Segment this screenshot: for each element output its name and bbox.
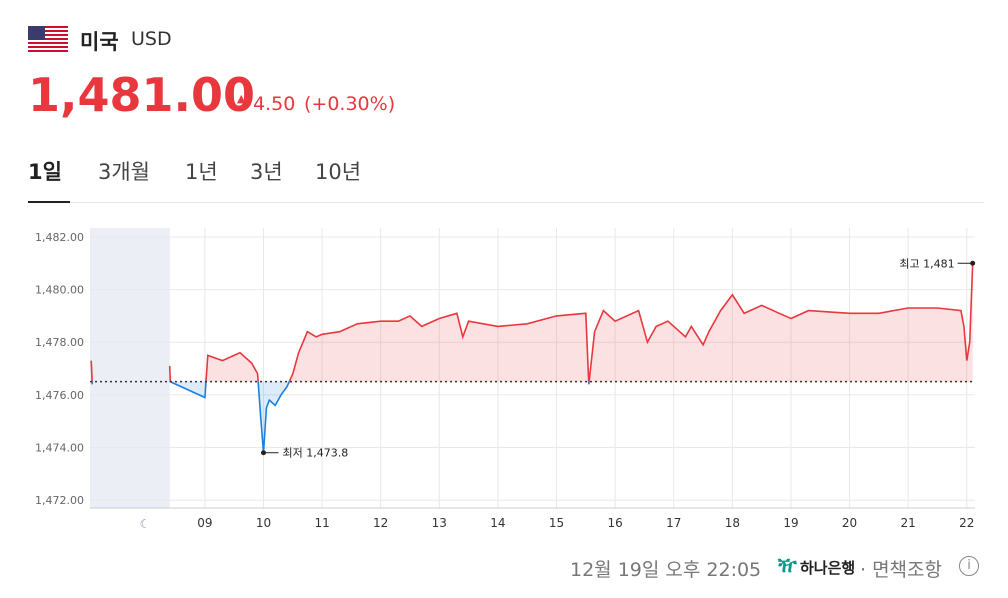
change: 4.50 (253, 93, 296, 115)
change-pct: (+0.30%) (304, 93, 396, 115)
tab[interactable]: 10년 (315, 160, 362, 184)
y-tick-label: 1,480.00 (35, 284, 84, 297)
tab[interactable]: 1년 (185, 160, 218, 184)
bank-logo: ዥ (778, 553, 797, 577)
country: 미국 (80, 30, 119, 54)
info-icon[interactable]: i (959, 556, 979, 576)
x-tick-label: 16 (607, 516, 622, 530)
disclaimer[interactable]: · 면책조항 (860, 559, 942, 581)
us-flag (28, 26, 68, 52)
x-tick-label: 11 (314, 516, 329, 530)
y-tick-label: 1,482.00 (35, 231, 84, 244)
line (90, 263, 974, 382)
tab-underline (28, 201, 70, 203)
x-tick-label: 21 (901, 516, 916, 530)
x-tick-label: 22 (959, 516, 974, 530)
y-tick-label: 1,478.00 (35, 336, 84, 349)
x-tick-label: 18 (725, 516, 740, 530)
tab[interactable]: 1일 (28, 160, 62, 184)
night-shade (90, 228, 170, 508)
annotation-label: 최고 1,481 (899, 257, 954, 270)
timestamp: 12월 19일 오후 22:05 (570, 559, 762, 581)
line (91, 381, 590, 453)
x-tick-label: 09 (197, 516, 212, 530)
y-tick-label: 1,472.00 (35, 494, 84, 507)
annotation-dot (970, 260, 976, 266)
x-tick-label: 19 (783, 516, 798, 530)
annotation-dot (260, 450, 266, 456)
tab[interactable]: 3년 (250, 160, 283, 184)
tab[interactable]: 3개월 (98, 160, 151, 184)
bank: 하나은행 (800, 559, 856, 577)
x-tick-label: 12 (373, 516, 388, 530)
x-tick-label: 13 (432, 516, 447, 530)
x-tick-label: 10 (256, 516, 271, 530)
chart: ☾ 1,472.00 1,474.00 1,476.00 1,478.00 1,480.0… (35, 228, 976, 531)
x-tick-label: 15 (549, 516, 564, 530)
x-tick-label: 14 (490, 516, 505, 530)
annotation-label: 최저 1,473.8 (282, 447, 348, 460)
y-tick-label: 1,474.00 (35, 441, 84, 454)
price: 1,481.00 (28, 68, 255, 122)
divider (70, 202, 984, 203)
currency: USD (131, 28, 172, 50)
y-tick-label: 1,476.00 (35, 389, 84, 402)
x-tick-label: 17 (666, 516, 681, 530)
up-arrow: ▲ (237, 92, 246, 105)
area (91, 263, 973, 382)
x-tick-label: 20 (842, 516, 857, 530)
moon-icon: ☾ (140, 517, 151, 531)
